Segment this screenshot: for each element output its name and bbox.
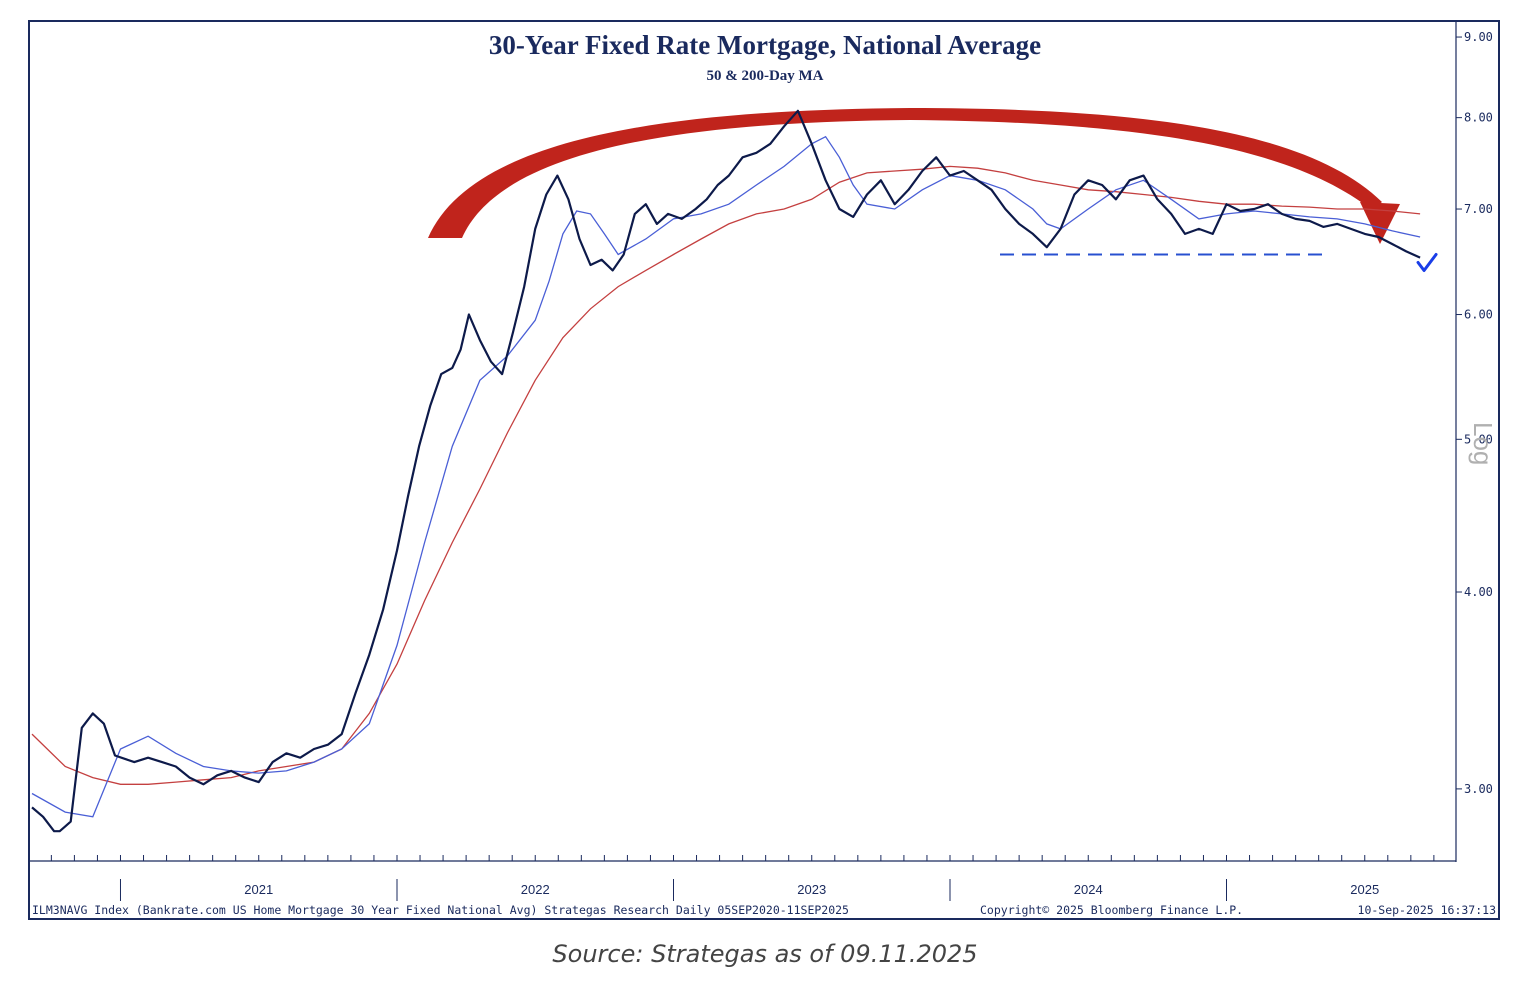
log-scale-label: Log <box>1468 422 1498 465</box>
series-line-50-day-ma <box>31 135 1421 818</box>
x-tick-label: 2023 <box>797 882 826 897</box>
footer-source-text: ILM3NAVG Index (Bankrate.com US Home Mor… <box>32 903 849 917</box>
chart-title: 30-Year Fixed Rate Mortgage, National Av… <box>489 30 1041 60</box>
y-tick-label: 9.00 <box>1464 30 1493 44</box>
trend-arrow-icon <box>428 108 1400 244</box>
footer-copyright: Copyright© 2025 Bloomberg Finance L.P. <box>980 903 1243 917</box>
series-line-200-day-ma <box>31 165 1421 785</box>
y-tick-label: 6.00 <box>1464 308 1493 322</box>
footer-timestamp: 10-Sep-2025 16:37:13 <box>1358 903 1497 917</box>
y-tick-label: 5.00 <box>1464 432 1493 446</box>
x-tick-label: 2022 <box>521 882 550 897</box>
series-line-mortgage-rate <box>31 109 1421 833</box>
x-axis-ticks: 2021 2022 2023 2024 2025 <box>50 855 1435 901</box>
x-tick-label: 2024 <box>1074 882 1103 897</box>
y-tick-label: 8.00 <box>1464 111 1493 125</box>
source-caption: Source: Strategas as of 09.11.2025 <box>552 940 978 968</box>
x-tick-label: 2021 <box>244 882 273 897</box>
y-axis-ticks: 9.00 8.00 7.00 6.00 5.00 4.00 3.00 <box>1456 30 1493 796</box>
chart-canvas: 30-Year Fixed Rate Mortgage, National Av… <box>30 22 1498 917</box>
y-tick-label: 4.00 <box>1464 585 1493 599</box>
chart-subtitle: 50 & 200-Day MA <box>706 68 823 84</box>
chart-frame: 30-Year Fixed Rate Mortgage, National Av… <box>28 20 1500 920</box>
y-tick-label: 7.00 <box>1464 202 1493 216</box>
checkmark-icon <box>1416 253 1438 273</box>
x-tick-label: 2025 <box>1350 882 1379 897</box>
y-tick-label: 3.00 <box>1464 782 1493 796</box>
